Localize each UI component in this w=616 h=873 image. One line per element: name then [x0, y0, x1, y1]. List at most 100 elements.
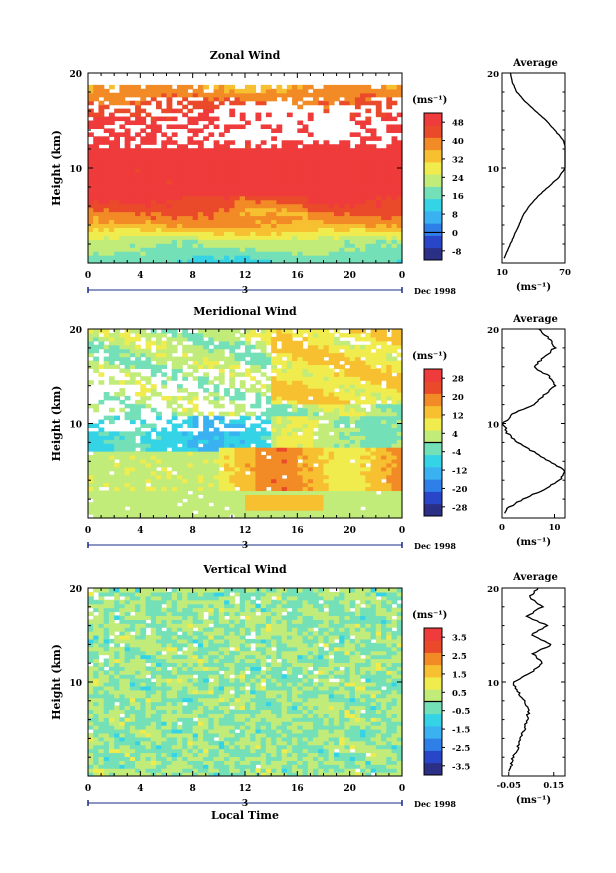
heatmap-cell: [234, 494, 241, 499]
heatmap-cell: [108, 100, 115, 106]
heatmap-cell: [161, 203, 168, 209]
heatmap-cell: [192, 486, 199, 492]
heatmap-cell: [239, 191, 246, 197]
heatmap-cell: [229, 462, 236, 468]
heatmap-cell: [213, 376, 220, 381]
heatmap-cell: [328, 247, 335, 252]
heatmap-cell: [276, 399, 283, 405]
heatmap-cell: [250, 498, 257, 503]
heatmap-cell: [103, 395, 110, 401]
heatmap-cell: [161, 160, 168, 165]
heatmap-cell: [103, 187, 110, 193]
heatmap-cell: [224, 251, 230, 256]
heatmap-cell: [360, 247, 366, 252]
heatmap-cell: [114, 439, 120, 444]
heatmap-cell: [313, 100, 319, 106]
heatmap-cell: [396, 255, 403, 260]
heatmap-cell: [203, 462, 209, 468]
heatmap-cell: [129, 466, 136, 472]
heatmap-cell: [145, 124, 152, 130]
heatmap-cell: [145, 92, 152, 98]
heatmap-cell: [375, 384, 382, 389]
heatmap-cell: [375, 466, 382, 472]
heatmap-cell: [349, 179, 356, 185]
heatmap-cell: [339, 392, 346, 397]
heatmap-cell: [271, 96, 277, 102]
heatmap-cell: [339, 164, 346, 169]
heatmap-cell: [396, 156, 403, 161]
heatmap-cell: [250, 219, 257, 225]
heatmap-cell: [302, 348, 309, 354]
heatmap-cell: [318, 498, 325, 503]
heatmap-cell: [156, 191, 162, 197]
heatmap-cell: [349, 100, 356, 106]
heatmap-cell: [386, 482, 393, 488]
heatmap-cell: [192, 104, 199, 110]
heatmap-cell: [297, 340, 304, 346]
heatmap-cell: [328, 372, 335, 377]
heatmap-cell: [302, 455, 309, 460]
heatmap-cell: [176, 494, 183, 499]
heatmap-cell: [286, 376, 293, 381]
heatmap-cell: [208, 219, 215, 225]
heatmap-cell: [182, 92, 189, 98]
heatmap-cell: [391, 239, 398, 244]
heatmap-cell: [166, 352, 173, 358]
heatmap-cell: [224, 423, 230, 429]
heatmap-cell: [276, 199, 283, 205]
heatmap-cell: [93, 239, 100, 244]
heatmap-cell: [297, 415, 304, 421]
heatmap-cell: [365, 187, 372, 193]
heatmap-cell: [370, 502, 377, 507]
heatmap-cell: [239, 490, 246, 495]
heatmap-cell: [124, 470, 131, 476]
heatmap-cell: [140, 88, 147, 94]
heatmap-cell: [93, 474, 100, 480]
heatmap-cell: [344, 439, 351, 444]
heatmap-cell: [166, 458, 173, 464]
heatmap-cell: [129, 451, 136, 456]
heatmap-cell: [276, 92, 283, 98]
heatmap-cell: [88, 685, 94, 691]
heatmap-cell: [386, 128, 393, 133]
heatmap-cell: [176, 211, 183, 217]
heatmap-cell: [302, 215, 309, 221]
heatmap-cell: [234, 124, 241, 130]
heatmap-cell: [176, 88, 183, 94]
heatmap-cell: [386, 486, 393, 492]
heatmap-cell: [245, 348, 251, 354]
heatmap-cell: [328, 231, 335, 236]
colorbar-tick-label: 32: [452, 155, 464, 165]
heatmap-cell: [255, 423, 262, 429]
heatmap-cell: [396, 199, 403, 205]
heatmap-cell: [156, 482, 162, 488]
heatmap-cell: [375, 160, 382, 165]
heatmap-cell: [114, 332, 120, 338]
heatmap-cell: [93, 219, 100, 225]
heatmap-cell: [234, 514, 241, 519]
heatmap-cell: [239, 466, 246, 472]
heatmap-cell: [88, 243, 94, 248]
heatmap-cell: [360, 231, 366, 236]
heatmap-cell: [245, 223, 251, 228]
heatmap-cell: [108, 132, 115, 137]
heatmap-cell: [333, 171, 340, 177]
heatmap-cell: [187, 259, 194, 264]
heatmap-cell: [88, 764, 94, 769]
heatmap-cell: [286, 219, 293, 225]
heatmap-cell: [103, 348, 110, 354]
heatmap-cell: [150, 368, 157, 373]
heatmap-cell: [381, 447, 387, 452]
heatmap-cell: [381, 231, 387, 236]
heatmap-cell: [224, 152, 230, 157]
heatmap-cell: [239, 243, 246, 248]
heatmap-cell: [313, 332, 319, 338]
heatmap-cell: [140, 179, 147, 185]
heatmap-cell: [360, 239, 366, 244]
heatmap-cell: [328, 352, 335, 358]
heatmap-cell: [271, 356, 277, 362]
heatmap-cell: [365, 392, 372, 397]
heatmap-cell: [344, 490, 351, 495]
heatmap-cell: [271, 175, 277, 181]
heatmap-cell: [349, 344, 356, 350]
